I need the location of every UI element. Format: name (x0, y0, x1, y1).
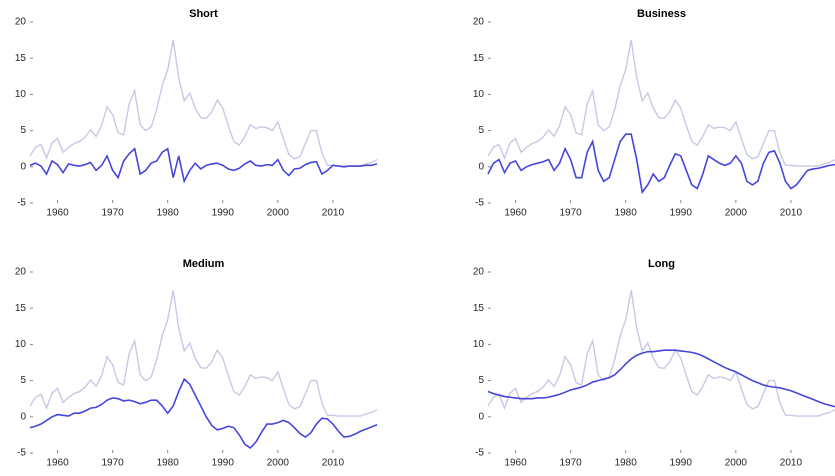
y-tick-label: 0 (20, 161, 26, 172)
chart-title: Medium (183, 258, 225, 270)
x-tick-label: 2010 (780, 458, 803, 469)
line-series (29, 289, 378, 417)
chart-title: Long (648, 258, 675, 270)
y-tick-label: 0 (20, 411, 26, 422)
panel: Business -5 0 5 10 15 20 1960 1970 1980 1990 2000 20… (473, 8, 835, 219)
x-tick-label: 1980 (157, 458, 180, 469)
chart-title: Business (637, 8, 686, 20)
x-tick-label: 2000 (725, 208, 748, 219)
x-tick-label: 1970 (559, 208, 582, 219)
y-tick-label: 0 (478, 161, 484, 172)
x-tick-label: 1980 (615, 458, 638, 469)
y-tick-label: 10 (473, 89, 485, 100)
x-tick-label: 2010 (322, 208, 345, 219)
y-tick-label: -5 (17, 198, 26, 209)
y-tick-label: 15 (473, 53, 485, 64)
y-tick-label: 15 (15, 303, 27, 314)
y-tick-label: 5 (478, 375, 484, 386)
line-series (487, 349, 835, 408)
x-tick-label: 1990 (212, 458, 235, 469)
x-tick-label: 1980 (157, 208, 180, 219)
y-tick-label: 20 (15, 17, 27, 28)
line-series (29, 39, 378, 167)
y-tick-label: 20 (15, 267, 27, 278)
panel: Medium -5 0 5 10 15 20 1960 1970 1980 1990 2000 2010 (15, 258, 378, 469)
x-tick-label: 1970 (101, 208, 124, 219)
line-series (29, 147, 378, 184)
y-tick-label: 5 (478, 125, 484, 136)
panel: Short -5 0 5 10 15 20 1960 1970 1980 1990 2000 2010 (15, 8, 378, 219)
y-tick-label: 20 (473, 267, 485, 278)
x-tick-label: 2000 (267, 458, 290, 469)
line-series (487, 133, 835, 195)
y-tick-label: -5 (475, 448, 484, 459)
x-tick-label: 1960 (46, 458, 69, 469)
x-tick-label: 1980 (615, 208, 638, 219)
x-tick-label: 2000 (267, 208, 290, 219)
y-tick-label: 10 (473, 339, 485, 350)
y-tick-label: 10 (15, 89, 27, 100)
line-series (487, 289, 835, 417)
line-series (487, 39, 835, 167)
y-tick-label: -5 (17, 448, 26, 459)
y-tick-label: 5 (20, 375, 26, 386)
x-tick-label: 1960 (504, 208, 527, 219)
y-tick-label: 15 (473, 303, 485, 314)
y-tick-label: 5 (20, 125, 26, 136)
chart-title: Short (189, 8, 218, 20)
x-tick-label: 1990 (670, 208, 693, 219)
y-tick-label: 15 (15, 53, 27, 64)
y-tick-label: 0 (478, 411, 484, 422)
y-tick-label: -5 (475, 198, 484, 209)
x-tick-label: 1960 (504, 458, 527, 469)
x-tick-label: 2010 (322, 458, 345, 469)
line-series (29, 377, 378, 449)
x-tick-label: 2010 (780, 208, 803, 219)
x-tick-label: 2000 (725, 458, 748, 469)
x-tick-label: 1960 (46, 208, 69, 219)
x-tick-label: 1990 (670, 458, 693, 469)
y-tick-label: 10 (15, 339, 27, 350)
y-tick-label: 20 (473, 17, 485, 28)
x-tick-label: 1970 (101, 458, 124, 469)
x-tick-label: 1990 (212, 208, 235, 219)
x-tick-label: 1970 (559, 458, 582, 469)
panel: Long -5 0 5 10 15 20 1960 1970 1980 1990 2000 2010 (473, 258, 835, 469)
